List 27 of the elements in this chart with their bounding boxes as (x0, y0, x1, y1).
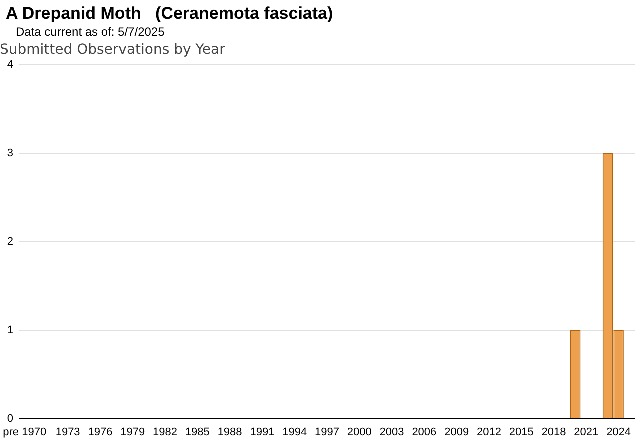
x-tick-label: 2018 (542, 426, 566, 438)
x-tick-label: 1976 (88, 426, 113, 438)
x-tick-label: 1988 (218, 426, 242, 438)
x-tick-label: 1973 (56, 426, 80, 438)
x-tick-label: 1982 (153, 426, 178, 438)
x-tick-label: 1997 (314, 426, 340, 438)
chart-subtitle: Data current as of: 5/7/2025 (16, 25, 165, 39)
text: Submitted Observations by Year (0, 42, 226, 58)
y-tick-label: 3 (7, 147, 14, 160)
x-tick-label: 2015 (509, 426, 534, 438)
x-tick-label: 1994 (282, 426, 308, 438)
x-tick-label: 2012 (476, 426, 502, 438)
x-tick-label: pre 1970 (3, 426, 47, 438)
chart-title: A Drepanid Moth (Ceranemota fasciata) (6, 4, 334, 24)
y-tick-label: 2 (7, 236, 14, 248)
x-tick-label: 2000 (347, 426, 372, 438)
y-tick-label: 0 (7, 412, 14, 425)
x-tick-label: 2006 (412, 426, 437, 438)
x-tick-label: 1985 (185, 426, 210, 438)
y-tick-label: 4 (7, 58, 14, 71)
x-tick-label: 2009 (444, 426, 470, 438)
x-tick-label: 1979 (120, 426, 146, 438)
x-tick-label: 2003 (380, 426, 404, 438)
x-tick-label: 1991 (250, 426, 275, 438)
x-tick-label: 2021 (574, 426, 599, 438)
y-tick-label: 1 (7, 324, 14, 336)
x-tick-label: 2024 (606, 426, 632, 438)
